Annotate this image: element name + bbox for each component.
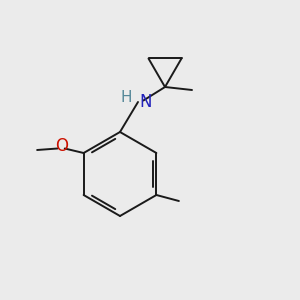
- Text: N: N: [140, 93, 152, 111]
- Text: H: H: [121, 90, 132, 105]
- Text: O: O: [55, 137, 68, 155]
